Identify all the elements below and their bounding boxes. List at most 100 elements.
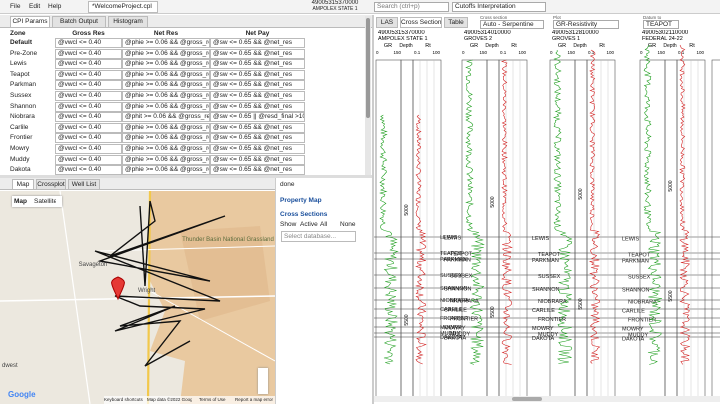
control-label: Datum to bbox=[643, 15, 662, 20]
formula-input[interactable]: @phie >= 0.06 && @gross_res bbox=[122, 48, 210, 59]
formula-input[interactable]: @sw <= 0.65 && @net_res bbox=[210, 38, 305, 48]
tab[interactable]: Histogram bbox=[108, 16, 148, 28]
formula-input[interactable]: @phie >= 0.06 && @gross_res bbox=[122, 144, 210, 154]
zone-name: Parkman bbox=[10, 81, 37, 89]
workflow-select[interactable]: Cutoffs Interpretation bbox=[452, 2, 546, 12]
control-select[interactable]: GR-Resistivity bbox=[553, 20, 619, 29]
formula-input[interactable]: @vwcl <= 0.40 bbox=[55, 91, 122, 101]
document-tab[interactable]: *WelcomeProject.cpl bbox=[88, 1, 158, 13]
formula-input[interactable]: @sw <= 0.65 && @net_res bbox=[210, 122, 305, 133]
top-label: LEWIS bbox=[440, 235, 457, 241]
well-name: AMPOLEX STATE 1 bbox=[312, 6, 358, 12]
map-footer-link[interactable]: Keyboard shortcuts bbox=[104, 397, 143, 402]
top-label: CARLILE bbox=[440, 307, 463, 313]
formula-input[interactable]: @phie >= 0.06 && @gross_res bbox=[122, 91, 210, 101]
formula-input[interactable]: @sw <= 0.65 && @net_res bbox=[210, 69, 305, 80]
map-canvas[interactable]: Thunder Basin National Grassland Savageto… bbox=[0, 191, 275, 404]
tab[interactable]: Table bbox=[444, 17, 468, 28]
formula-input[interactable]: @phie >= 0.06 && @gross_res bbox=[122, 101, 210, 112]
sidebar bbox=[275, 178, 372, 404]
formula-input[interactable]: @sw <= 0.65 && @net_res bbox=[210, 59, 305, 70]
top-label: FRONTIER bbox=[450, 317, 478, 323]
formula-input[interactable]: @phie >= 0.06 && @gross_res bbox=[122, 133, 210, 144]
formula-input[interactable]: @phie >= 0.06 && @gross_res bbox=[122, 59, 210, 70]
radio-option[interactable]: All bbox=[320, 221, 328, 228]
formula-input[interactable]: @vwcl <= 0.40 bbox=[55, 144, 122, 154]
formula-input[interactable]: @vwcl <= 0.40 bbox=[55, 101, 122, 112]
menu-item[interactable]: Help bbox=[48, 3, 62, 10]
search-box[interactable]: Search (ctrl+p) bbox=[374, 2, 449, 12]
formula-input[interactable]: @vwcl <= 0.40 bbox=[55, 80, 122, 91]
control-select[interactable]: TEAPOT bbox=[643, 20, 679, 29]
cross-sections-header[interactable]: Cross Sections bbox=[280, 211, 328, 218]
depth-label: 5500 bbox=[490, 306, 496, 317]
zoom-control[interactable] bbox=[258, 368, 268, 394]
formula-input[interactable]: @sw <= 0.65 && @net_res bbox=[210, 91, 305, 101]
zone-name: Shannon bbox=[10, 102, 37, 110]
formula-input[interactable]: @sw <= 0.65 && @net_res bbox=[210, 144, 305, 154]
tab[interactable]: Crossplot bbox=[36, 179, 66, 190]
formula-input[interactable]: @sw <= 0.65 && @net_res bbox=[210, 48, 305, 59]
top-label: NIOBRARA bbox=[440, 298, 469, 304]
scale-label: 0.1 bbox=[500, 50, 507, 55]
map-footer-link[interactable]: Map data ©2022 Google bbox=[147, 397, 192, 402]
map-footer-link[interactable]: Report a map error bbox=[235, 397, 274, 402]
formula-input[interactable]: @phie >= 0.06 && @gross_res bbox=[122, 122, 210, 133]
tab[interactable]: LAS bbox=[376, 17, 398, 28]
well-uwi: 49005315370000 bbox=[311, 0, 359, 6]
map-footer-link[interactable]: Terms of Use bbox=[199, 397, 226, 402]
top-label: NIOBRARA bbox=[450, 299, 479, 305]
formula-input[interactable]: @sw <= 0.65 && @net_res bbox=[210, 101, 305, 112]
formula-input[interactable]: @vwcl <= 0.40 bbox=[55, 133, 122, 144]
formula-input[interactable]: @sw <= 0.65 && @net_res bbox=[210, 80, 305, 91]
top-label: TEAPOT bbox=[440, 251, 463, 257]
formula-input[interactable]: @sw <= 0.65 && @net_res bbox=[210, 165, 305, 176]
map-type-button[interactable]: Satellite bbox=[34, 198, 56, 205]
formula-input[interactable]: @sw <= 0.65 || @resd_final >10 bbox=[210, 112, 305, 123]
database-select[interactable]: Select database... bbox=[281, 231, 356, 242]
control-select[interactable]: Auto - Serpentine bbox=[480, 20, 544, 29]
track-label: Depth bbox=[573, 43, 587, 49]
formula-input[interactable]: @sw <= 0.65 && @net_res bbox=[210, 133, 305, 144]
formula-input[interactable]: @vwcl <= 0.40 bbox=[55, 59, 122, 70]
formula-input[interactable]: @sw <= 0.65 && @net_res bbox=[210, 154, 305, 165]
menu-item[interactable]: Edit bbox=[29, 3, 41, 10]
formula-input[interactable]: @phie >= 0.06 && @gross_res bbox=[122, 80, 210, 91]
formula-input[interactable]: @phie >= 0.06 && @gross_res bbox=[122, 154, 210, 165]
depth-label: 5500 bbox=[578, 298, 584, 309]
property-map-header[interactable]: Property Map bbox=[280, 197, 322, 204]
road bbox=[149, 290, 275, 362]
menu-item[interactable]: File bbox=[10, 3, 21, 10]
status-text: done bbox=[280, 181, 295, 188]
radio-option[interactable]: Active bbox=[300, 221, 318, 228]
track bbox=[486, 59, 500, 401]
formula-input[interactable]: @vwcl <= 0.40 bbox=[55, 38, 122, 48]
tab[interactable]: CPI Params bbox=[10, 16, 50, 28]
formula-input[interactable]: @phit >= 0.06 && @gross_res bbox=[122, 112, 210, 123]
tab[interactable]: Batch Output bbox=[52, 16, 106, 28]
formula-input[interactable]: @phie >= 0.06 && @gross_res bbox=[122, 69, 210, 80]
formula-input[interactable]: @vwcl <= 0.40 bbox=[55, 165, 122, 176]
tab[interactable]: Well List bbox=[68, 179, 100, 190]
tab[interactable]: Cross Section bbox=[400, 17, 442, 28]
top-label: CARLILE bbox=[532, 308, 555, 314]
scale-label: 0.1 bbox=[414, 50, 421, 55]
formula-input[interactable]: @vwcl <= 0.40 bbox=[55, 48, 122, 59]
radio-option[interactable]: None bbox=[340, 221, 356, 228]
map-label: dwest bbox=[2, 363, 18, 369]
gr-curve bbox=[379, 114, 399, 365]
formula-input[interactable]: @vwcl <= 0.40 bbox=[55, 112, 122, 123]
formula-input[interactable]: @vwcl <= 0.40 bbox=[55, 154, 122, 165]
top-label: SUSSEX bbox=[538, 274, 561, 280]
tab[interactable]: Map bbox=[12, 179, 34, 190]
top-label: DAKOTA bbox=[622, 337, 645, 343]
formula-input[interactable]: @vwcl <= 0.40 bbox=[55, 122, 122, 133]
formula-input[interactable]: @phie >= 0.06 && @gross_res bbox=[122, 165, 210, 176]
well-name: GROVES 1 bbox=[552, 36, 580, 42]
map-footer bbox=[104, 396, 276, 404]
xsec-scrollbar bbox=[374, 396, 720, 402]
formula-input[interactable]: @phie >= 0.06 && @gross_res bbox=[122, 38, 210, 48]
map-type-button[interactable]: Map bbox=[14, 198, 27, 205]
formula-input[interactable]: @vwcl <= 0.40 bbox=[55, 69, 122, 80]
